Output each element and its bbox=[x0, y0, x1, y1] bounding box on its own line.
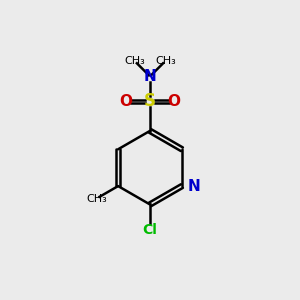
Text: S: S bbox=[144, 92, 156, 110]
Text: N: N bbox=[187, 178, 200, 194]
Text: O: O bbox=[119, 94, 132, 109]
Text: CH₃: CH₃ bbox=[124, 56, 145, 66]
Text: O: O bbox=[168, 94, 181, 109]
Text: Cl: Cl bbox=[142, 223, 158, 236]
Text: CH₃: CH₃ bbox=[155, 56, 176, 66]
Text: N: N bbox=[144, 69, 156, 84]
Text: CH₃: CH₃ bbox=[86, 194, 107, 204]
